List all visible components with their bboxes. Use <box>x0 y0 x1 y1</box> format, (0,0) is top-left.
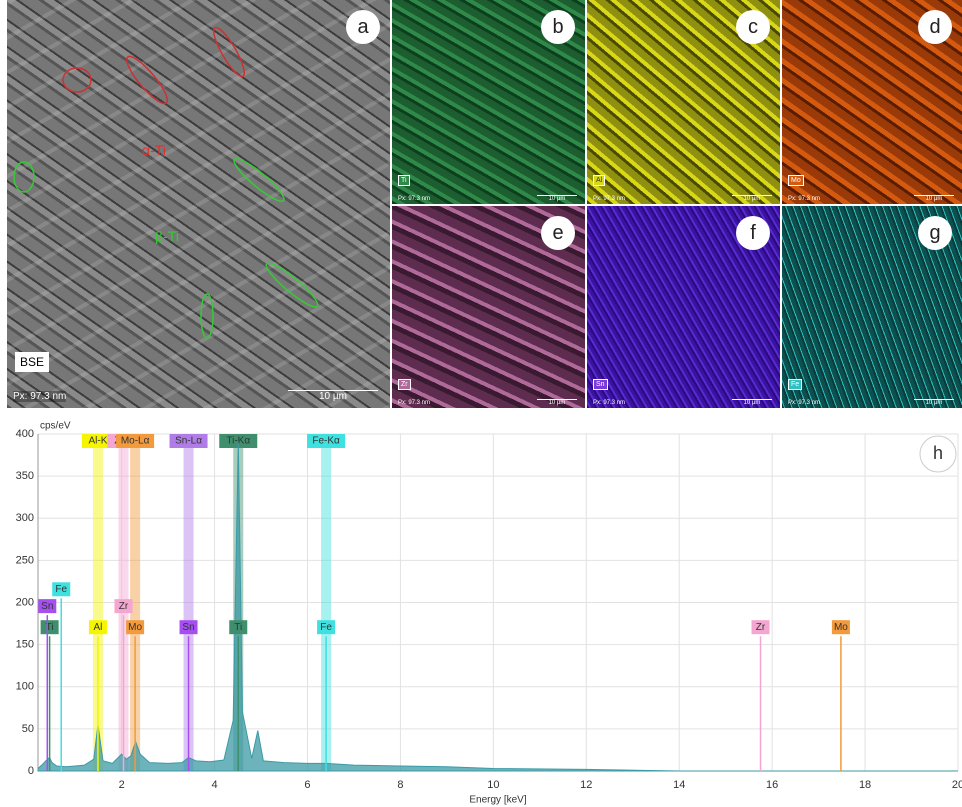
x-tick-label: 20 <box>952 779 962 791</box>
alpha-region <box>63 68 91 92</box>
figure: a α-Ti β-Ti BSE Px: 97.3 nm 10 µm b Ti Px:… <box>0 0 962 807</box>
element-label: Mo <box>834 622 848 633</box>
element-label: Fe <box>320 622 332 633</box>
zr-map: e Zr Px: 97.3 nm 10 µm <box>392 206 585 408</box>
element-tag: Zr <box>398 379 411 390</box>
element-tag: Mo <box>788 175 804 186</box>
x-tick-label: 14 <box>673 779 685 791</box>
x-tick-label: 2 <box>119 779 125 791</box>
beta-region <box>14 162 34 192</box>
scale-bar: 10 µm <box>914 399 954 406</box>
pixel-size: Px: 97.3 nm <box>788 196 820 202</box>
y-tick-label: 400 <box>16 428 34 440</box>
panel-letter: f <box>736 216 770 250</box>
element-label: Sn <box>41 601 53 612</box>
y-tick-label: 0 <box>28 765 34 777</box>
x-tick-label: 18 <box>859 779 871 791</box>
panel-letter: d <box>918 10 952 44</box>
scale-bar: 10 µm <box>732 195 772 202</box>
element-label: Al <box>93 622 102 633</box>
scale-bar: 10 µm <box>537 195 577 202</box>
alpha-region <box>122 52 173 108</box>
band-label: Al-K <box>88 436 107 447</box>
band-label: Fe-Kα <box>312 436 340 447</box>
y-tick-label: 100 <box>16 681 34 693</box>
mode-label: BSE <box>15 352 49 372</box>
pixel-size: Px: 97.3 nm <box>593 196 625 202</box>
element-tag: Ti <box>398 175 410 186</box>
band-label: Mo-Lα <box>121 436 150 447</box>
annotations <box>7 0 390 408</box>
band-label: Sn-Lα <box>175 436 202 447</box>
element-label: Mo <box>128 622 142 633</box>
pixel-size: Px: 97.3 nm <box>398 400 430 406</box>
fe-map: g Fe Px: 97.3 nm 10 µm <box>782 206 962 408</box>
scale-bar: 10 µm <box>732 399 772 406</box>
mo-map: d Mo Px: 97.3 nm 10 µm <box>782 0 962 204</box>
x-tick-label: 8 <box>397 779 403 791</box>
panel-letter: e <box>541 216 575 250</box>
x-tick-label: 6 <box>304 779 310 791</box>
element-tag: Fe <box>788 379 802 390</box>
phase-label: β-Ti <box>155 228 179 244</box>
x-tick-label: 12 <box>580 779 592 791</box>
x-tick-label: 4 <box>212 779 218 791</box>
element-tag: Al <box>593 175 605 186</box>
alpha-region <box>209 24 249 79</box>
scale-bar: 10 µm <box>288 390 378 402</box>
y-tick-label: 50 <box>22 723 34 735</box>
bse-image: a α-Ti β-Ti BSE Px: 97.3 nm 10 µm <box>7 0 390 408</box>
sn-map: f Sn Px: 97.3 nm 10 µm <box>587 206 780 408</box>
y-tick-label: 150 <box>16 639 34 651</box>
element-label: Zr <box>756 622 766 633</box>
spectrum-area <box>38 442 958 771</box>
panel-letter: h <box>933 443 943 463</box>
x-tick-label: 16 <box>766 779 778 791</box>
y-tick-label: 250 <box>16 554 34 566</box>
element-tag: Sn <box>593 379 608 390</box>
panel-letter: g <box>918 216 952 250</box>
beta-region <box>201 294 213 338</box>
panel-letter: b <box>541 10 575 44</box>
beta-region <box>230 154 288 206</box>
x-tick-label: 10 <box>487 779 499 791</box>
element-label: Fe <box>55 584 67 595</box>
ti-map: b Ti Px: 97.3 nm 10 µm <box>392 0 585 204</box>
pixel-size: Px: 97.3 nm <box>398 196 430 202</box>
y-tick-label: 350 <box>16 470 34 482</box>
element-label: Zr <box>119 601 129 612</box>
element-label: Sn <box>182 622 194 633</box>
scale-bar: 10 µm <box>914 195 954 202</box>
spectrum-chart: h cps/eV Energy [keV] 0 50 100 150 200 250 300… <box>0 420 962 807</box>
pixel-size: Px: 97.3 nm <box>13 391 66 402</box>
scale-bar: 10 µm <box>537 399 577 406</box>
y-tick-label: 200 <box>16 596 34 608</box>
panel-letter: c <box>736 10 770 44</box>
pixel-size: Px: 97.3 nm <box>593 400 625 406</box>
y-tick-label: 300 <box>16 512 34 524</box>
element-label: Ti <box>234 622 242 633</box>
x-axis-label: Energy [keV] <box>469 795 526 806</box>
y-axis-label: cps/eV <box>40 421 71 432</box>
beta-region <box>262 258 322 311</box>
phase-label: α-Ti <box>142 142 166 158</box>
al-map: c Al Px: 97.3 nm 10 µm <box>587 0 780 204</box>
pixel-size: Px: 97.3 nm <box>788 400 820 406</box>
